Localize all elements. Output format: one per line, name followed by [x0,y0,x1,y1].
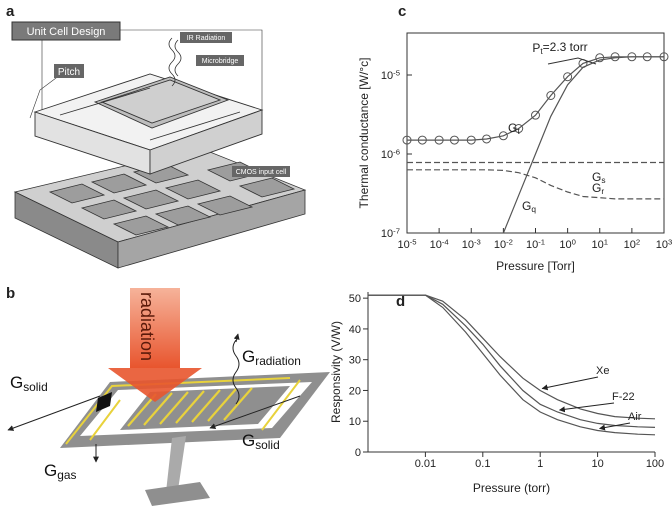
y-tick-label: 30 [349,355,361,367]
panel-label: d [396,293,405,310]
series-label: Xe [596,365,609,377]
arrow [7,395,101,431]
x-tick-label: 10-4 [430,238,450,251]
callout: Pitch [58,67,80,78]
x-tick-label: 10-3 [462,238,481,251]
y-tick-label: 10-5 [381,69,400,82]
annotation-bracket [547,57,597,65]
x-tick-label: 102 [624,238,641,251]
x-tick-label: 10-2 [494,238,513,251]
callouts: Unit Cell Design IR Radiation Microbridg… [11,21,290,177]
series-label: Gr [592,181,604,196]
marker [434,135,444,145]
series-line [407,169,664,200]
panel-a: a Unit Cell Design [6,3,307,269]
y-tick-label: 10-6 [381,148,400,161]
y-tick-label: 10-7 [381,227,400,240]
label-box [232,166,290,177]
x-tick-label: 10-5 [397,238,416,251]
callout: CMOS input cell [236,169,287,176]
x-tick-label: 100 [646,458,664,470]
callout: IR Radiation [187,35,226,42]
wave [232,339,240,405]
label: Gradiation [242,347,301,368]
panel-label: b [6,285,15,302]
x-tick-label: 0.01 [415,458,436,470]
marker [514,124,524,134]
marker [466,135,476,145]
series-label: Air [628,411,642,423]
series-label: F-22 [612,391,635,403]
title: Unit Cell Design [27,26,106,38]
plot-frame [406,32,665,234]
series-line [368,294,656,420]
y-axis-title: Responsivity (V/W) [329,321,343,423]
label: Gsolid [10,373,48,394]
marker [417,135,427,145]
y-tick-label: 10 [349,416,361,428]
bolometer [60,372,330,506]
radiation-arrow: radiation [108,288,202,402]
panel-b: b radiation Gradiation Gsolid Gsolid Gga… [6,285,330,506]
panel-label: a [6,3,15,20]
marker [482,134,492,144]
series-label: Gq [522,199,536,214]
arrow-text: radiation [137,292,157,361]
series-line [407,56,664,141]
marker [498,131,508,141]
y-tick-label: 40 [349,324,361,336]
label: Gsolid [242,431,280,452]
marker [546,91,556,101]
series-line [368,294,656,436]
series-line [502,56,664,234]
label-box [11,21,121,41]
label: Ggas [44,461,76,482]
marker [402,135,412,145]
marker [449,135,459,145]
marker [610,52,620,62]
y-tick-label: 20 [349,385,361,397]
arrow [233,333,240,343]
arrow [209,395,301,430]
x-tick-label: 10 [591,458,603,470]
x-tick-label: 10-1 [526,238,545,251]
panel-label: c [398,3,406,20]
marker [531,110,540,120]
y-axis-title: Thermal conductance [W/°c] [357,58,371,209]
y-tick-label: 0 [355,447,361,459]
y-tick-label: 50 [349,293,361,305]
series-line [368,294,656,428]
x-tick-label: 0.1 [475,458,490,470]
label-arrow [558,402,615,413]
series-label: Gt [508,121,520,136]
x-axis-title: Pressure (torr) [473,481,550,495]
x-axis-title: Pressure [Torr] [496,259,575,273]
callout: Microbridge [202,58,239,65]
x-tick-label: 100 [559,238,576,251]
label-box [54,64,84,78]
marker [595,53,605,63]
label-arrow [599,422,631,431]
label-box [196,55,244,66]
x-tick-label: 101 [591,238,608,251]
unit-cell [29,29,264,175]
annotation: Pt=2.3 torr [532,40,587,56]
label-box [180,32,232,43]
label-arrow [541,376,599,391]
x-tick-label: 103 [656,238,672,251]
x-tick-label: 1 [537,458,543,470]
series-label: Gs [592,170,606,185]
marker [563,72,573,82]
